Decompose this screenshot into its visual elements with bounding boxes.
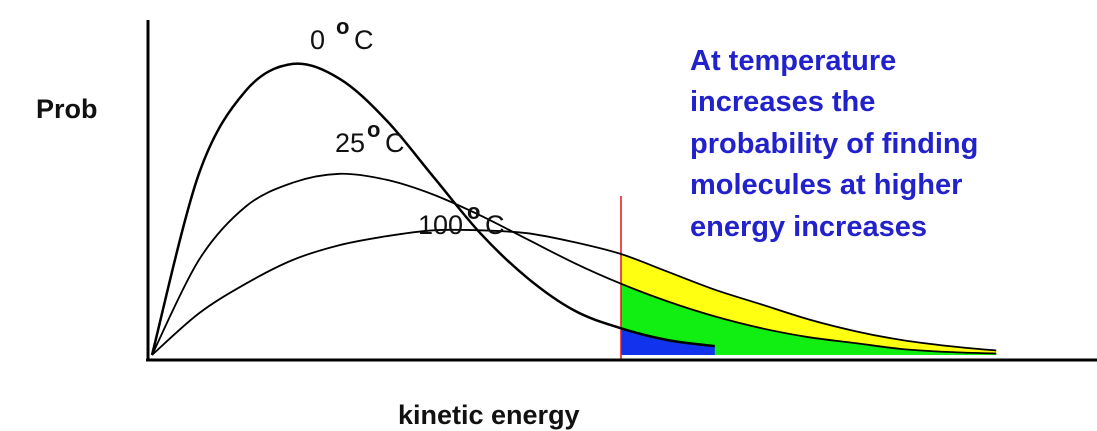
annotation-line-3: probability of finding	[690, 128, 978, 160]
curve-label-100c-number: 100	[418, 210, 463, 240]
curve-label-25c-number: 25	[335, 128, 365, 158]
curve-label-0c-unit: C	[354, 25, 374, 55]
annotation-line-5: energy increases	[690, 211, 927, 243]
curve-label-100c-unit: C	[485, 210, 505, 240]
curve-label-100c: 100 o C	[418, 199, 505, 240]
curves-group	[150, 62, 997, 356]
annotation-line-2: increases the	[690, 86, 875, 118]
curve-label-0c: 0 o C	[310, 14, 374, 55]
annotation-line-1: At temperature	[690, 45, 896, 77]
degree-symbol: o	[336, 14, 349, 39]
high-energy-region-25c	[621, 283, 997, 355]
degree-symbol: o	[467, 199, 480, 224]
curve-100c	[151, 228, 997, 356]
annotation-text: At temperature increases the probability…	[690, 45, 978, 243]
annotation-line-4: molecules at higher	[690, 169, 962, 201]
curve-label-25c: 25 o C	[335, 117, 405, 158]
y-axis-label: Prob	[36, 94, 98, 124]
curve-label-0c-number: 0	[310, 25, 325, 55]
curve-0c	[150, 62, 715, 356]
degree-symbol: o	[367, 117, 380, 142]
x-axis-label: kinetic energy	[398, 400, 580, 430]
curve-label-25c-unit: C	[385, 128, 405, 158]
curve-25c	[151, 172, 997, 356]
